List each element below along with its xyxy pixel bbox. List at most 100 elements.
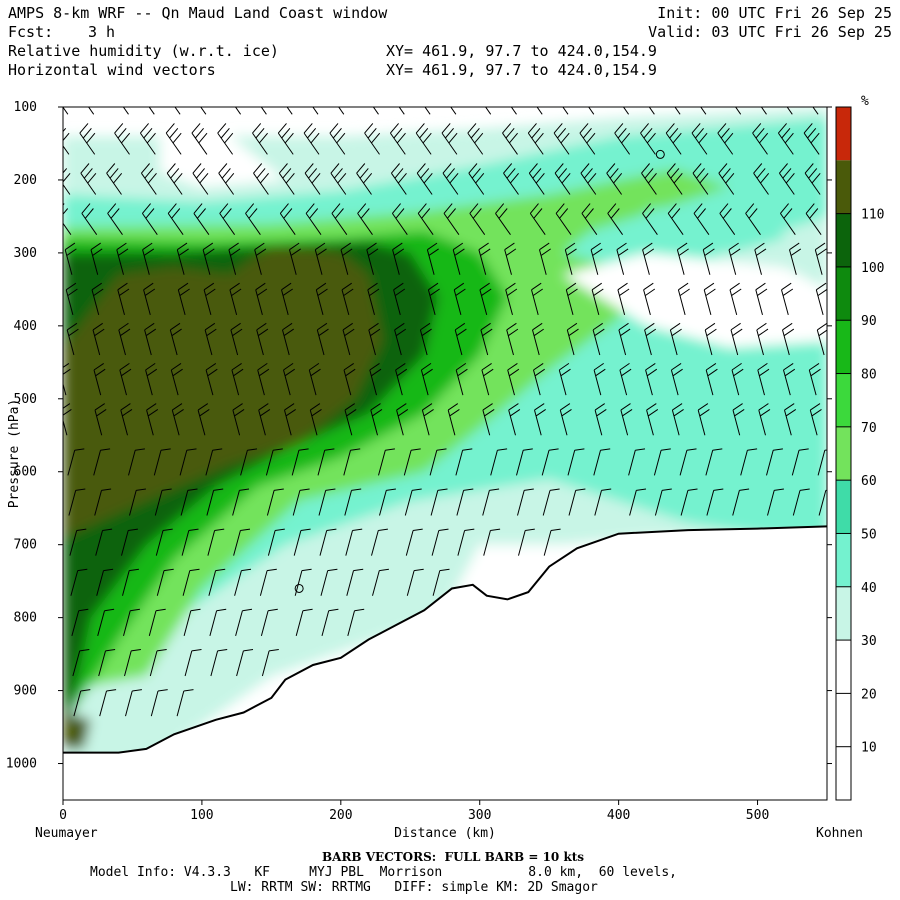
wind-barb — [789, 242, 802, 275]
wind-barb — [666, 163, 683, 195]
y-tick-label: 100 — [14, 100, 37, 115]
wind-barb — [329, 123, 346, 155]
wind-barb — [316, 322, 329, 356]
wind-barb — [455, 362, 468, 396]
wind-barb — [791, 448, 809, 476]
wind-barb — [614, 123, 631, 155]
wind-barb — [206, 488, 224, 516]
wind-barb — [149, 649, 167, 677]
wind-barb — [606, 163, 623, 195]
wind-barb — [704, 322, 717, 356]
wind-barb — [718, 163, 735, 195]
xy-coordinates-1: XY= 461.9, 97.7 to 424.0,154.9 — [386, 42, 657, 60]
wind-barb — [123, 608, 140, 637]
wind-barb — [426, 242, 439, 275]
wind-barb — [171, 403, 184, 436]
dry-pocket-upper — [563, 252, 827, 348]
wind-barb — [697, 403, 710, 436]
wind-barb — [191, 123, 208, 155]
wind-barb — [107, 203, 123, 235]
wind-barb — [705, 362, 718, 396]
wind-barb — [320, 568, 338, 596]
wind-barb — [580, 163, 597, 195]
wind-barb — [394, 322, 407, 356]
wind-barb — [529, 203, 546, 235]
wind-barb — [92, 322, 105, 356]
wind-barb — [579, 123, 596, 155]
wind-barb — [415, 123, 432, 155]
wind-barb — [210, 649, 228, 677]
wind-barb — [204, 322, 217, 356]
wind-barb — [144, 322, 157, 356]
wind-barb — [153, 448, 171, 476]
wind-barb — [182, 568, 200, 596]
wind-barb — [676, 242, 689, 275]
wind-barb — [344, 403, 357, 436]
wind-barb — [527, 123, 544, 155]
x-tick-label: 200 — [329, 808, 352, 823]
wind-barb — [646, 403, 659, 436]
wind-barb — [81, 203, 98, 235]
wind-barb — [106, 163, 123, 195]
wind-barb — [120, 403, 133, 436]
wind-barb — [193, 203, 210, 235]
wind-barb — [303, 123, 320, 155]
dry-pocket-lower — [410, 537, 827, 676]
wind-barb — [284, 403, 296, 436]
wind-barb — [308, 362, 321, 396]
wind-barb — [671, 403, 684, 436]
xy-coordinates-2: XY= 461.9, 97.7 to 424.0,154.9 — [386, 61, 657, 79]
colorbar-tick-label: 20 — [861, 687, 877, 702]
wind-barb — [591, 282, 604, 316]
y-tick-label: 800 — [14, 611, 37, 626]
wind-barb — [231, 362, 244, 396]
wind-barb — [754, 242, 767, 275]
wind-barb — [183, 608, 201, 637]
wind-barb — [219, 203, 236, 235]
wind-barb — [266, 488, 284, 516]
wind-barb — [803, 123, 820, 155]
wind-barb — [314, 242, 327, 275]
wind-barb — [740, 448, 758, 476]
wind-barb — [366, 242, 379, 275]
x-end-label: Kohnen — [816, 826, 863, 841]
wind-barb — [395, 362, 408, 396]
wind-barb — [232, 403, 245, 436]
wind-barb — [745, 203, 761, 235]
wind-barb — [80, 163, 97, 195]
wind-barb — [430, 488, 448, 516]
wind-barb — [543, 528, 561, 556]
colorbar: 10 20 30 40 50 60 70 80 90 100 110% — [835, 94, 884, 801]
colorbar-tick-label: 50 — [861, 527, 877, 542]
wind-barb — [455, 448, 473, 476]
wind-barb — [443, 203, 460, 235]
wind-barb — [469, 203, 486, 235]
wind-barb — [357, 203, 373, 235]
wind-barb — [539, 242, 551, 275]
wind-barb — [118, 322, 131, 356]
wind-barb — [343, 362, 356, 396]
colorbar-segment — [836, 746, 851, 800]
wind-barb — [143, 282, 156, 316]
wind-barb — [278, 163, 295, 195]
wind-barb — [541, 448, 559, 476]
wind-barb — [804, 163, 821, 195]
wind-barb — [482, 403, 495, 436]
wind-barb — [169, 322, 182, 356]
wind-barb — [116, 242, 129, 275]
wind-barb — [732, 488, 750, 516]
wind-barb — [289, 242, 301, 275]
colorbar-tick-label: 40 — [861, 581, 877, 596]
wind-barb — [209, 608, 227, 637]
wind-barb — [479, 282, 492, 316]
y-tick-label: 400 — [14, 319, 37, 334]
wind-barb — [442, 163, 459, 195]
wind-barb — [356, 163, 373, 195]
wind-barb — [342, 322, 355, 356]
wind-barb — [732, 403, 745, 436]
wind-barb — [719, 203, 736, 235]
chart-title: AMPS 8-km WRF -- Qn Maud Land Coast wind… — [8, 4, 388, 22]
wind-barb — [619, 362, 632, 396]
wind-barb — [531, 282, 543, 316]
wind-barb — [125, 689, 142, 717]
